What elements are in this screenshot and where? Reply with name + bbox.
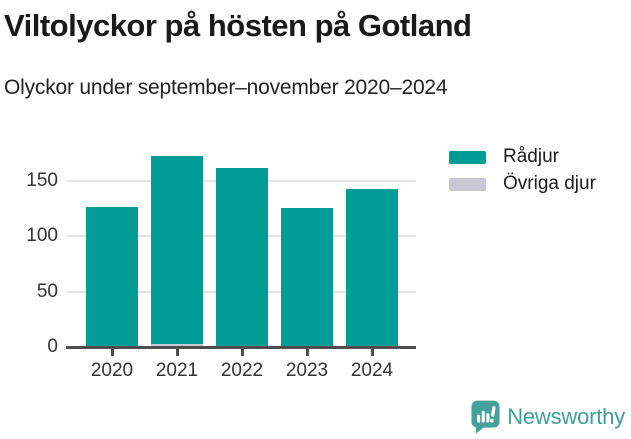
legend-swatch-ovriga-djur [449, 177, 486, 191]
x-tick-label-2020: 2020 [90, 360, 134, 381]
legend-item-radjur: Rådjur [449, 146, 596, 168]
chart-subtitle: Olyckor under september–november 2020–20… [4, 76, 448, 99]
x-tick-2023 [306, 349, 309, 356]
chart-legend: Rådjur Övriga djur [449, 146, 596, 200]
chart-title: Viltolyckor på hösten på Gotland [4, 8, 472, 43]
y-tick-label: 150 [26, 170, 58, 192]
newsworthy-chart-bubble-icon [471, 400, 500, 434]
newsworthy-logo[interactable]: Newsworthy [471, 400, 625, 434]
x-tick-2021 [176, 349, 179, 356]
legend-item-ovriga-djur: Övriga djur [449, 173, 596, 195]
y-tick-label: 50 [36, 280, 58, 302]
x-tick-label-2023: 2023 [285, 360, 329, 381]
legend-swatch-radjur [449, 150, 486, 164]
bar-segment-radjur-2021 [151, 155, 203, 344]
bar-segment-radjur-2020 [86, 206, 138, 347]
y-tick-label: 100 [26, 225, 58, 247]
x-tick-label-2022: 2022 [220, 360, 264, 381]
bar-segment-radjur-2022 [216, 167, 268, 346]
bar-segment-radjur-2023 [281, 207, 333, 346]
x-axis-line [66, 346, 416, 349]
x-tick-2022 [241, 349, 244, 356]
x-tick-label-2024: 2024 [350, 360, 394, 381]
bar-segment-ovriga-djur-2021 [151, 343, 203, 347]
brand-name: Newsworthy [507, 404, 625, 429]
y-tick-label: 0 [47, 336, 58, 357]
x-tick-2020 [111, 349, 114, 356]
bar-segment-radjur-2024 [346, 188, 398, 346]
x-tick-label-2021: 2021 [155, 360, 199, 381]
legend-label-ovriga-djur: Övriga djur [503, 173, 596, 194]
x-tick-2024 [371, 349, 374, 356]
legend-label-radjur: Rådjur [503, 146, 559, 167]
